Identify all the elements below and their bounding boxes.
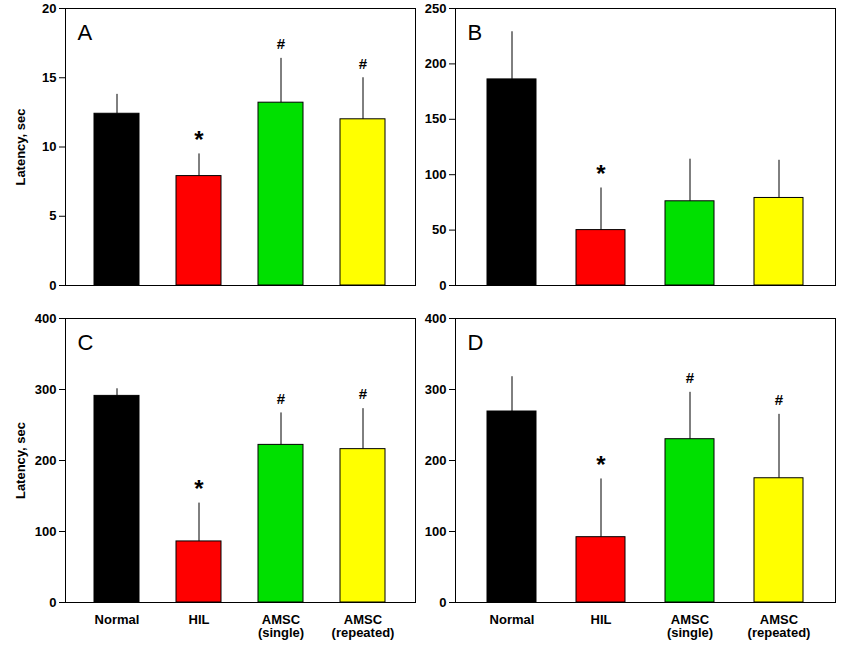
svg-text:400: 400 (425, 311, 447, 326)
svg-text:Latency, sec: Latency, sec (13, 422, 28, 499)
svg-text:#: # (359, 55, 368, 72)
svg-text:*: * (596, 160, 606, 187)
svg-text:0: 0 (49, 595, 56, 610)
svg-text:15: 15 (42, 70, 56, 85)
svg-text:A: A (78, 20, 93, 45)
svg-text:20: 20 (42, 1, 56, 16)
svg-text:400: 400 (35, 311, 57, 326)
svg-text:B: B (468, 20, 483, 45)
svg-text:#: # (359, 385, 368, 402)
svg-text:AMSC(repeated): AMSC(repeated) (332, 612, 395, 640)
svg-text:100: 100 (425, 167, 447, 182)
svg-text:HIL: HIL (189, 612, 210, 627)
svg-text:AMSC(single): AMSC(single) (258, 612, 304, 640)
svg-text:0: 0 (49, 278, 56, 293)
svg-text:*: * (194, 475, 204, 502)
svg-text:0: 0 (439, 595, 446, 610)
svg-text:*: * (596, 451, 606, 478)
svg-text:#: # (277, 390, 286, 407)
svg-text:200: 200 (425, 56, 447, 71)
svg-text:#: # (686, 369, 695, 386)
svg-text:0: 0 (439, 278, 446, 293)
svg-text:200: 200 (425, 453, 447, 468)
svg-text:Latency, sec: Latency, sec (13, 108, 28, 185)
svg-text:AMSC(repeated): AMSC(repeated) (748, 612, 811, 640)
svg-text:100: 100 (35, 524, 57, 539)
svg-text:#: # (277, 35, 286, 52)
svg-text:D: D (468, 330, 484, 355)
svg-text:150: 150 (425, 111, 447, 126)
svg-text:#: # (775, 391, 784, 408)
svg-text:300: 300 (35, 382, 57, 397)
svg-text:10: 10 (42, 139, 56, 154)
svg-text:5: 5 (49, 208, 56, 223)
svg-text:50: 50 (432, 222, 446, 237)
svg-text:Normal: Normal (490, 612, 535, 627)
svg-text:AMSC(single): AMSC(single) (667, 612, 713, 640)
svg-text:250: 250 (425, 1, 447, 16)
svg-text:Normal: Normal (95, 612, 140, 627)
svg-text:200: 200 (35, 453, 57, 468)
svg-text:*: * (194, 126, 204, 153)
svg-text:HIL: HIL (591, 612, 612, 627)
svg-text:C: C (78, 330, 94, 355)
svg-text:100: 100 (425, 524, 447, 539)
svg-text:300: 300 (425, 382, 447, 397)
